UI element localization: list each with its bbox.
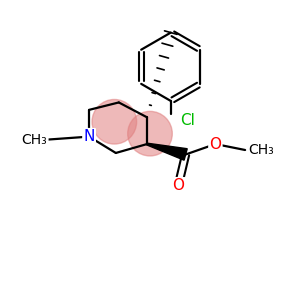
Text: CH₃: CH₃ (248, 143, 274, 157)
Circle shape (128, 111, 172, 156)
Text: O: O (172, 178, 184, 193)
Polygon shape (147, 143, 187, 160)
Text: N: N (83, 129, 95, 144)
Text: Cl: Cl (180, 113, 195, 128)
Text: CH₃: CH₃ (22, 133, 47, 147)
Circle shape (92, 100, 136, 144)
Text: O: O (209, 136, 221, 152)
